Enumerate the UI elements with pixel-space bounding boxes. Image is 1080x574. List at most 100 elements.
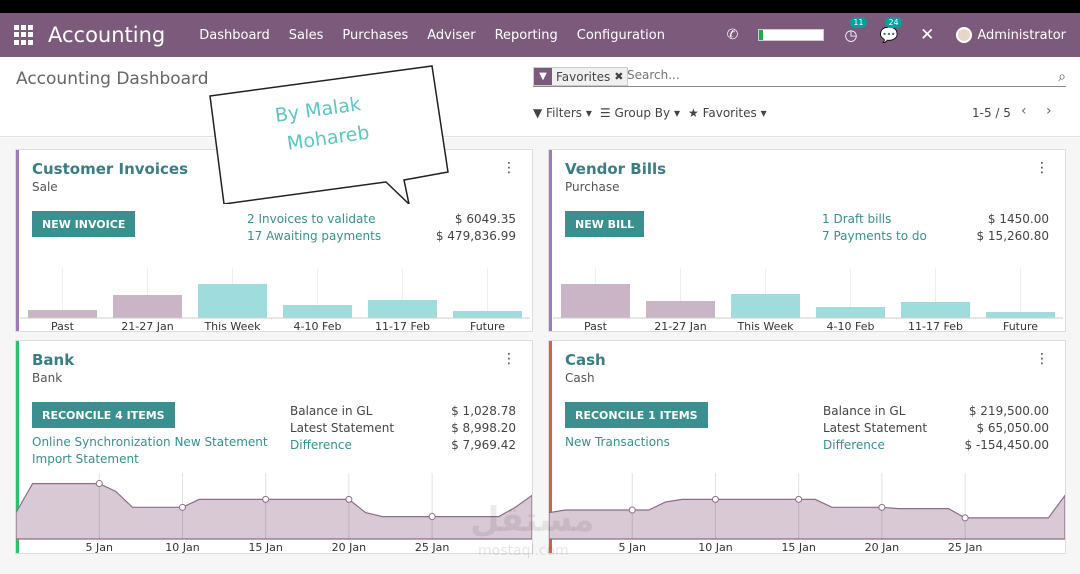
chart-tick-label: 5 Jan (618, 541, 645, 553)
chart-tick-label: Future (470, 320, 505, 332)
progress-bar (758, 29, 825, 41)
data-point (262, 495, 270, 503)
chart-tick-label: Past (584, 320, 608, 332)
data-point (428, 513, 436, 521)
search-input[interactable] (627, 68, 1027, 82)
difference-link[interactable]: Difference (823, 438, 885, 452)
difference-link[interactable]: Difference (290, 438, 352, 452)
messages-icon[interactable]: 💬 24 (879, 17, 902, 44)
activity-badge: 11 (850, 17, 867, 28)
menu-sales[interactable]: Sales (288, 27, 324, 43)
chart-tick-label: 15 Jan (248, 541, 282, 553)
balance-amount: $ 1,028.78 (451, 404, 516, 418)
new-invoice-button[interactable]: NEW INVOICE (32, 211, 136, 237)
card-stripe (16, 341, 19, 553)
invoices-to-validate-link[interactable]: 2 Invoices to validate (247, 212, 376, 226)
chevron-right-icon[interactable]: › (1046, 103, 1052, 119)
new-transactions-link[interactable]: New Transactions (565, 435, 670, 449)
chart-tick-label: 10 Jan (165, 541, 199, 553)
kebab-menu-icon[interactable]: ⋮ (1035, 160, 1049, 176)
control-panel: Accounting Dashboard ▼ Favorites ✖ ⌕ ▼ F… (0, 57, 1080, 137)
statement-amount: $ 8,998.20 (451, 421, 516, 435)
journal-name[interactable]: Cash (565, 351, 606, 369)
tools-icon[interactable]: ✕ (920, 25, 935, 45)
amount-draft: $ 1450.00 (987, 212, 1049, 226)
main-navbar: Accounting Dashboard Sales Purchases Adv… (0, 13, 1080, 57)
user-menu[interactable]: Administrator (977, 27, 1066, 43)
chart-tick-label: 21-27 Jan (121, 320, 173, 332)
bar-chart[interactable]: Past 21-27 Jan This Week 4-10 Feb 11-17 Feb F… (553, 268, 1063, 332)
data-point (345, 495, 353, 503)
chart-bar (986, 312, 1055, 318)
journal-name[interactable]: Customer Invoices (32, 160, 188, 178)
chart-tick-label: 15 Jan (781, 541, 815, 553)
favorites-dropdown[interactable]: ★ Favorites ▾ (687, 106, 767, 120)
chart-tick-label: 4-10 Feb (827, 320, 875, 332)
chart-tick-label: This Week (203, 320, 261, 332)
import-statement-link[interactable]: Import Statement (32, 452, 139, 466)
journal-name[interactable]: Bank (32, 351, 75, 369)
menu-configuration[interactable]: Configuration (576, 27, 665, 43)
messages-badge: 24 (885, 17, 902, 28)
dashboard-area: Customer Invoices Sale ⋮ NEW INVOICE 2 I… (0, 138, 1080, 574)
data-point (628, 506, 636, 514)
page-title: Accounting Dashboard (16, 69, 209, 89)
pager-value[interactable]: 1-5 / 5 (972, 106, 1011, 120)
filters-dropdown[interactable]: ▼ Filters ▾ (533, 106, 592, 120)
chart-tick-label: Past (51, 320, 75, 332)
balance-label: Balance in GL (290, 404, 373, 418)
bar-chart[interactable]: Past 21-27 Jan This Week 4-10 Feb 11-17 Feb F… (20, 268, 530, 332)
watermark-latin: mostaql.com (478, 543, 569, 559)
chart-tick-label: 20 Jan (865, 541, 899, 553)
chart-tick-label: 10 Jan (698, 541, 732, 553)
kebab-menu-icon[interactable]: ⋮ (502, 160, 516, 176)
reconcile-button[interactable]: RECONCILE 4 ITEMS (32, 402, 175, 428)
activity-icon[interactable]: ◷ 11 (844, 17, 867, 44)
menu-dashboard[interactable]: Dashboard (199, 27, 270, 43)
data-point (711, 495, 719, 503)
journal-type: Cash (565, 371, 595, 385)
watermark-arabic: مستقل (470, 500, 595, 540)
data-point (878, 503, 886, 511)
chart-tick-label: 25 Jan (948, 541, 982, 553)
area-series (16, 483, 532, 540)
menu-adviser[interactable]: Adviser (427, 27, 476, 43)
chart-tick-label: 25 Jan (415, 541, 449, 553)
search-icon[interactable]: ⌕ (1058, 69, 1066, 85)
reconcile-button[interactable]: RECONCILE 1 ITEMS (565, 402, 708, 428)
latest-statement-label: Latest Statement (290, 421, 395, 435)
kebab-menu-icon[interactable]: ⋮ (1035, 351, 1049, 367)
close-icon[interactable]: ✖ (614, 70, 624, 83)
journal-type: Purchase (565, 180, 620, 194)
apps-grid-icon[interactable] (14, 25, 34, 45)
area-chart[interactable]: 5 Jan 10 Jan 15 Jan 20 Jan 25 Jan (549, 469, 1065, 553)
new-bill-button[interactable]: NEW BILL (565, 211, 645, 237)
chart-tick-label: This Week (736, 320, 794, 332)
app-brand[interactable]: Accounting (48, 23, 166, 47)
menu-purchases[interactable]: Purchases (342, 27, 409, 43)
chart-bar (283, 305, 352, 318)
journal-name[interactable]: Vendor Bills (565, 160, 667, 178)
area-chart[interactable]: 5 Jan 10 Jan 15 Jan 20 Jan 25 Jan (16, 469, 532, 553)
payments-to-do-link[interactable]: 7 Payments to do (822, 229, 927, 243)
chart-bar (453, 311, 522, 318)
group-by-dropdown[interactable]: ☰ Group By ▾ (599, 106, 680, 120)
balance-label: Balance in GL (823, 404, 906, 418)
filter-bar: ▼ Filters ▾ ☰ Group By ▾ ★ Favorites ▾ (533, 106, 767, 120)
data-point (95, 480, 103, 488)
menu-reporting[interactable]: Reporting (494, 27, 558, 43)
avatar[interactable] (956, 27, 973, 43)
online-sync-link[interactable]: Online Synchronization New Statement (32, 435, 268, 449)
awaiting-payments-link[interactable]: 17 Awaiting payments (247, 229, 382, 243)
amount-awaiting: $ 479,836.99 (435, 229, 516, 243)
chart-tick-label: Future (1003, 320, 1038, 332)
kebab-menu-icon[interactable]: ⋮ (502, 351, 516, 367)
chevron-left-icon[interactable]: ‹ (1021, 103, 1027, 119)
chart-bar (901, 302, 970, 318)
chart-bar (28, 310, 97, 318)
top-menu: Dashboard Sales Purchases Adviser Report… (199, 28, 684, 43)
journal-type: Bank (32, 371, 63, 385)
search-facet[interactable]: ▼ Favorites ✖ (533, 67, 629, 86)
phone-icon[interactable]: ✆ (726, 27, 739, 43)
draft-bills-link[interactable]: 1 Draft bills (822, 212, 892, 226)
